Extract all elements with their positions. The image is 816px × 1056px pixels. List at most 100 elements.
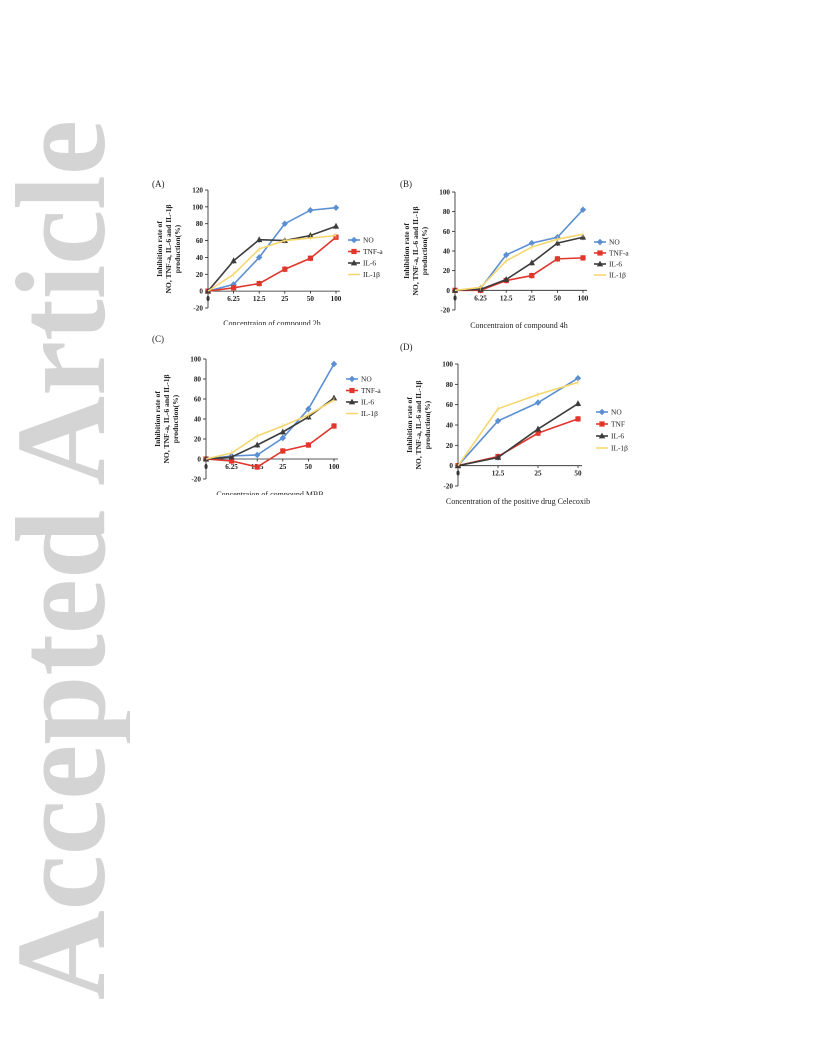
legend-label: NO (611, 408, 622, 417)
x-tick-label: 25 (279, 463, 287, 471)
y-axis-title: Inhibition rate ofNO, TNF-a, IL-6 and IL… (402, 206, 429, 295)
series-line (208, 226, 336, 291)
chart-a: (A) Inhibition rate ofNO, TNF-a, IL-6 and… (140, 175, 390, 325)
data-point (280, 448, 285, 453)
y-tick-label: 0 (199, 288, 203, 296)
y-tick-label: 0 (446, 287, 450, 295)
data-point (331, 423, 336, 428)
series-il-6 (203, 395, 337, 462)
series-il-6 (205, 223, 339, 294)
y-axis-title-line: production(%) (171, 394, 180, 443)
legend-label: IL-1β (611, 444, 628, 453)
series-line (458, 378, 578, 465)
legend-label: NO (609, 238, 620, 247)
y-axis-title-line: Inhibition rate of (153, 391, 162, 447)
watermark: Accepted Article (0, 0, 130, 1056)
y-axis-title-line: Inhibition rate of (155, 221, 164, 277)
y-tick-label: 0 (197, 456, 201, 464)
x-axis-title: Concentration of the positive drug Celec… (446, 497, 590, 506)
y-axis-title-line: Inhibition rate of (405, 397, 414, 453)
legend-marker (349, 388, 354, 393)
x-tick-label: 0 (204, 463, 208, 471)
x-tick-label: 6.25 (227, 295, 240, 303)
y-tick-label: -20 (191, 476, 201, 484)
y-tick-label: 20 (443, 267, 451, 275)
legend-marker (597, 239, 603, 245)
data-point (575, 416, 580, 421)
series-il-1- (206, 397, 334, 459)
legend-label: IL-6 (609, 260, 622, 269)
x-tick-label: 100 (329, 463, 340, 471)
x-tick-label: 0 (206, 295, 210, 303)
chart-b: (B) Inhibition rate ofNO, TNF-a, IL-6 and… (388, 175, 638, 335)
legend-marker (351, 249, 356, 254)
data-point (529, 273, 534, 278)
data-point (307, 207, 313, 213)
x-tick-label: 12.5 (492, 470, 505, 478)
chart-panel-c: (C) Inhibition rate ofNO, TNF-a, IL-6 and… (140, 330, 390, 500)
series-line (458, 404, 578, 466)
x-tick-label: 12.5 (500, 294, 513, 302)
y-axis-title: Inhibition rate ofNO, TNF-a, IL-6 and IL… (153, 374, 180, 463)
y-axis-title: Inhibition rate ofNO, TNF-a, IL-6 and IL… (405, 380, 432, 469)
x-tick-label: 100 (578, 294, 589, 302)
series-line (208, 236, 336, 292)
series-line (458, 419, 578, 466)
series-il-1- (455, 231, 583, 290)
series-line (455, 258, 583, 290)
legend-marker (599, 409, 605, 415)
panel-label: (A) (152, 179, 165, 189)
legend-marker (349, 376, 355, 382)
series-tnf-a (205, 234, 338, 294)
x-axis-title: Concentraion of compound 4h (470, 321, 568, 330)
data-point (331, 361, 337, 367)
y-tick-label: -20 (443, 483, 453, 491)
x-tick-label: 6.25 (225, 463, 238, 471)
legend-label: NO (361, 375, 372, 384)
y-tick-label: 60 (194, 396, 202, 404)
x-tick-label: 25 (528, 294, 536, 302)
legend-label: IL-1β (361, 409, 378, 418)
y-tick-label: 40 (443, 248, 451, 256)
y-tick-label: 100 (190, 356, 201, 364)
y-tick-label: 80 (196, 220, 204, 228)
y-axis-title-line: NO, TNF-a, IL-6 and IL-1β (411, 206, 420, 295)
x-tick-label: 50 (554, 294, 562, 302)
y-tick-label: 60 (196, 237, 204, 245)
series-line (455, 237, 583, 290)
data-point (306, 442, 311, 447)
y-tick-label: 120 (192, 187, 203, 195)
legend-label: IL-6 (611, 432, 624, 441)
legend-label: IL-1β (363, 270, 380, 279)
x-tick-label: 25 (281, 295, 289, 303)
y-axis-title-line: Inhibition rate of (402, 223, 411, 279)
y-tick-label: 60 (443, 228, 451, 236)
x-tick-label: 0 (453, 294, 457, 302)
y-axis-title-line: NO, TNF-a, IL-6 and IL-1β (414, 380, 423, 469)
y-tick-label: 20 (446, 442, 454, 450)
x-tick-label: 25 (534, 470, 542, 478)
data-point (580, 255, 585, 260)
legend-label: TNF (611, 420, 625, 429)
y-tick-label: 40 (196, 254, 204, 262)
legend-label: TNF-a (361, 386, 381, 395)
legend-marker (597, 250, 602, 255)
y-axis-title-line: NO, TNF-a, IL-6 and IL-1β (164, 204, 173, 293)
series-il-6 (452, 234, 586, 293)
legend-label: TNF-a (363, 247, 383, 256)
y-tick-label: -20 (440, 307, 450, 315)
chart-panel-b: (B) Inhibition rate ofNO, TNF-a, IL-6 and… (388, 175, 638, 340)
y-tick-label: 100 (442, 361, 453, 369)
panel-label: (D) (400, 342, 413, 352)
series-no (455, 375, 581, 469)
y-axis-title-line: production(%) (420, 226, 429, 275)
x-axis-title: Concentraion of compound 2h (223, 319, 321, 325)
x-tick-label: 50 (307, 295, 315, 303)
data-point (231, 285, 236, 290)
legend-label: IL-1β (609, 271, 626, 280)
chart-panel-d: (D) Inhibition rate ofNO, TNF-a, IL-6 and… (388, 338, 638, 513)
y-tick-label: 40 (194, 416, 202, 424)
legend-label: IL-6 (361, 398, 374, 407)
y-tick-label: 80 (194, 376, 202, 384)
x-tick-label: 100 (331, 295, 342, 303)
